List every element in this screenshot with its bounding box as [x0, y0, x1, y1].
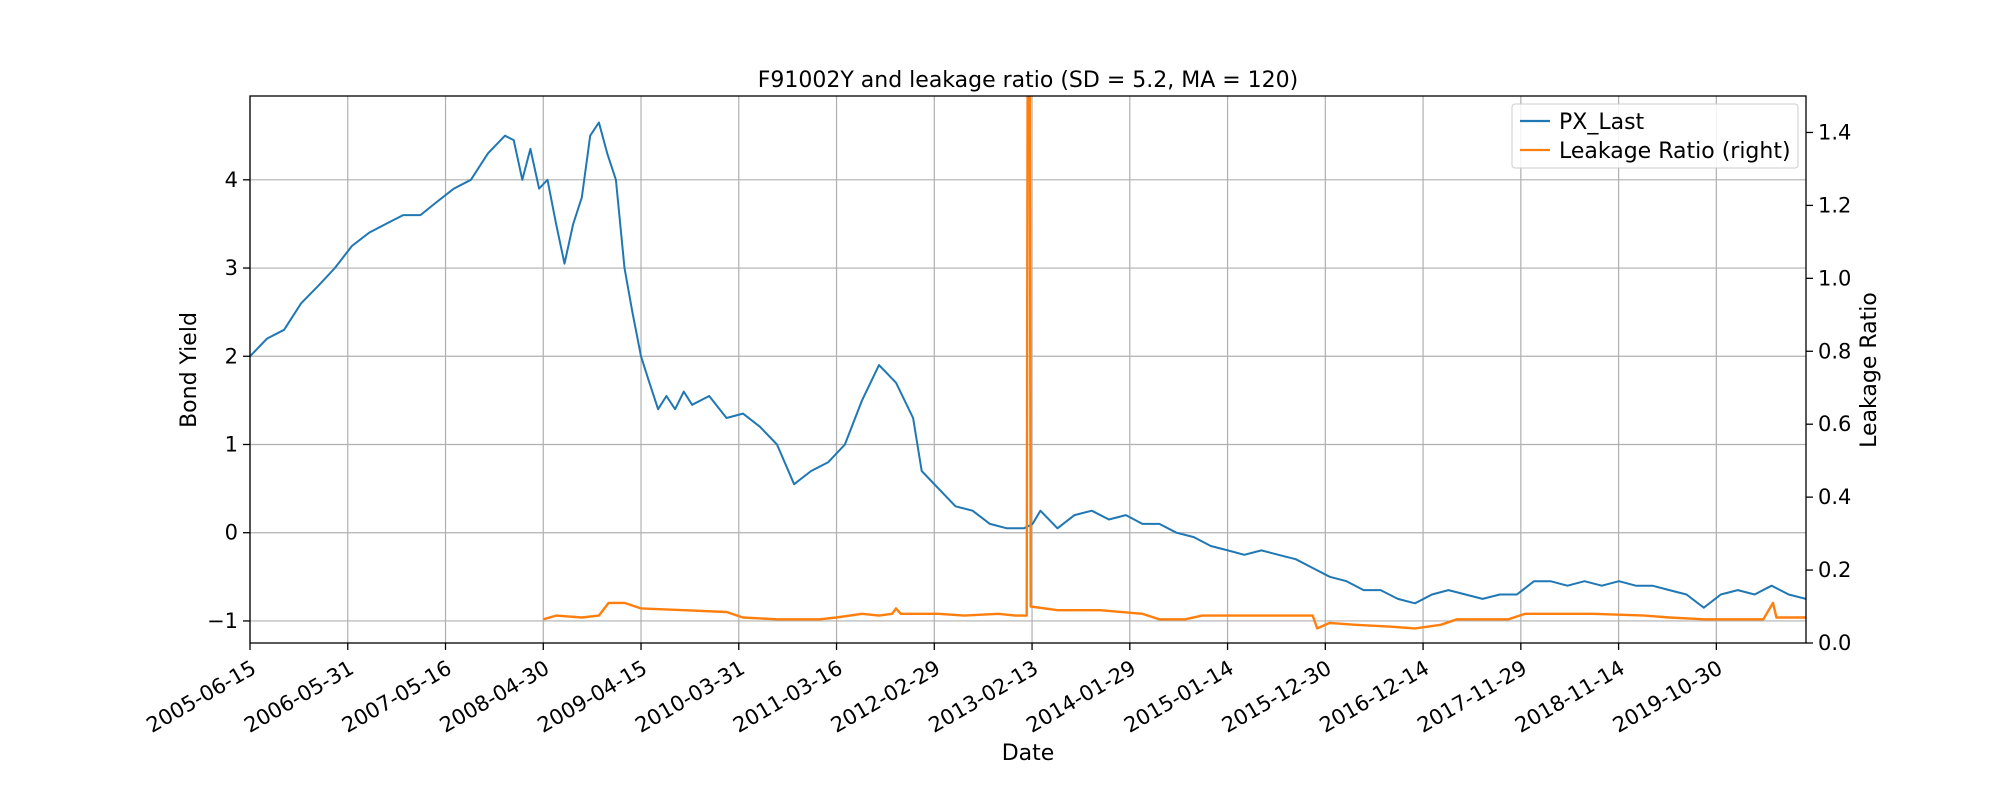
y2-tick-label: 0.4: [1818, 485, 1851, 509]
legend: PX_Last Leakage Ratio (right): [1511, 103, 1799, 169]
axes-frame: [249, 95, 1807, 644]
y-tick-label: 2: [225, 344, 238, 368]
x-tick-label: 2010-03-31: [631, 656, 749, 738]
y2-tick-label: 0.8: [1818, 339, 1851, 363]
series-line-leakage-ratio-right: [542, 96, 1806, 630]
y2-tick-label: 1.4: [1818, 120, 1851, 144]
y2-tick-label: 0.6: [1818, 412, 1851, 436]
x-tick-label: 2011-03-16: [729, 656, 847, 738]
x-axis-title: Date: [1002, 741, 1055, 766]
x-tick-label: 2015-01-14: [1120, 656, 1238, 738]
legend-label-px-last: PX_Last: [1559, 110, 1645, 135]
x-tick-label: 2013-02-13: [924, 656, 1042, 738]
x-tick-label: 2019-10-30: [1609, 656, 1727, 738]
y-tick-label: 3: [225, 256, 238, 280]
y-axis-left: −1 0 1 2 3 4: [207, 168, 250, 633]
chart-title: F91002Y and leakage ratio (SD = 5.2, MA …: [758, 68, 1299, 93]
x-tick-label: 2012-02-29: [827, 656, 945, 738]
y-axis-title: Bond Yield: [177, 312, 202, 428]
y2-tick-label: 1.2: [1818, 193, 1851, 217]
x-axis: 2005-06-152006-05-312007-05-162008-04-30…: [142, 643, 1726, 738]
x-tick-label: 2006-05-31: [240, 656, 358, 738]
x-tick-label: 2015-12-30: [1218, 656, 1336, 738]
x-tick-label: 2017-11-29: [1413, 656, 1531, 738]
legend-label-leakage-ratio: Leakage Ratio (right): [1559, 139, 1791, 164]
y-axis-right: 0.0 0.2 0.4 0.6 0.8 1.0 1.2 1.4: [1806, 120, 1851, 655]
y2-axis-title: Leakage Ratio: [1857, 292, 1882, 448]
y-tick-label: −1: [207, 609, 238, 633]
x-tick-label: 2009-04-15: [533, 656, 651, 738]
x-tick-label: 2018-11-14: [1511, 656, 1629, 738]
y-tick-label: 4: [225, 168, 238, 192]
x-tick-label: 2014-01-29: [1022, 656, 1140, 738]
y2-tick-label: 0.2: [1818, 558, 1851, 582]
series-line-px-last: [250, 121, 1806, 609]
x-tick-label: 2007-05-16: [338, 656, 456, 738]
legend-box: [1511, 103, 1799, 169]
x-tick-label: 2005-06-15: [142, 656, 260, 738]
y-tick-label: 0: [225, 521, 238, 545]
y-tick-label: 1: [225, 432, 238, 456]
x-tick-label: 2008-04-30: [436, 656, 554, 738]
plot-area: [250, 96, 1806, 630]
y2-tick-label: 0.0: [1818, 631, 1851, 655]
x-tick-label: 2016-12-14: [1315, 656, 1433, 738]
y2-tick-label: 1.0: [1818, 266, 1851, 290]
